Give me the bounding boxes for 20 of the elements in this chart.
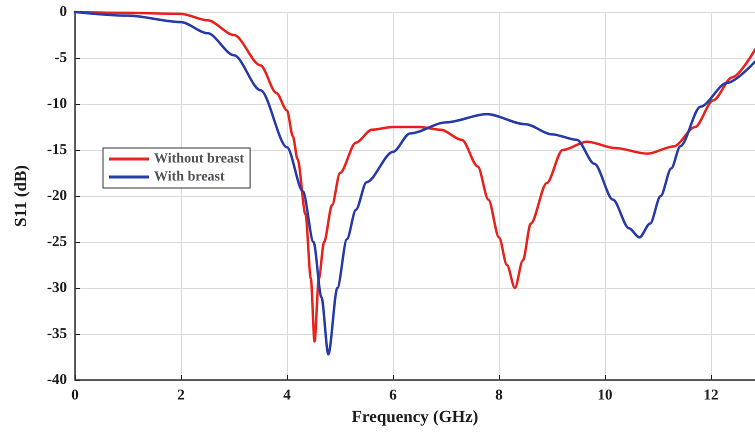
legend-label: Without breast — [154, 152, 244, 166]
y-tick-label: -35 — [47, 326, 67, 342]
legend-label: With breast — [154, 170, 225, 184]
y-tick-label: -40 — [47, 372, 67, 388]
x-tick-label: 2 — [177, 388, 185, 404]
x-tick-label: 0 — [71, 388, 79, 404]
y-tick-label: -5 — [54, 50, 67, 66]
y-tick-label: -20 — [47, 188, 67, 204]
y-tick-label: -25 — [47, 234, 67, 250]
y-tick-label: -10 — [47, 96, 67, 112]
x-tick-label: 12 — [704, 388, 719, 404]
y-axis-title: S11 (dB) — [11, 165, 30, 227]
x-tick-label: 10 — [598, 388, 613, 404]
x-axis-title: Frequency (GHz) — [352, 407, 478, 426]
y-tick-label: -30 — [47, 280, 67, 296]
x-tick-label: 4 — [283, 388, 292, 404]
y-tick-label: -15 — [47, 142, 67, 158]
x-tick-label: 6 — [389, 388, 398, 404]
y-tick-label: 0 — [60, 4, 67, 20]
x-tick-label: 8 — [495, 388, 503, 404]
